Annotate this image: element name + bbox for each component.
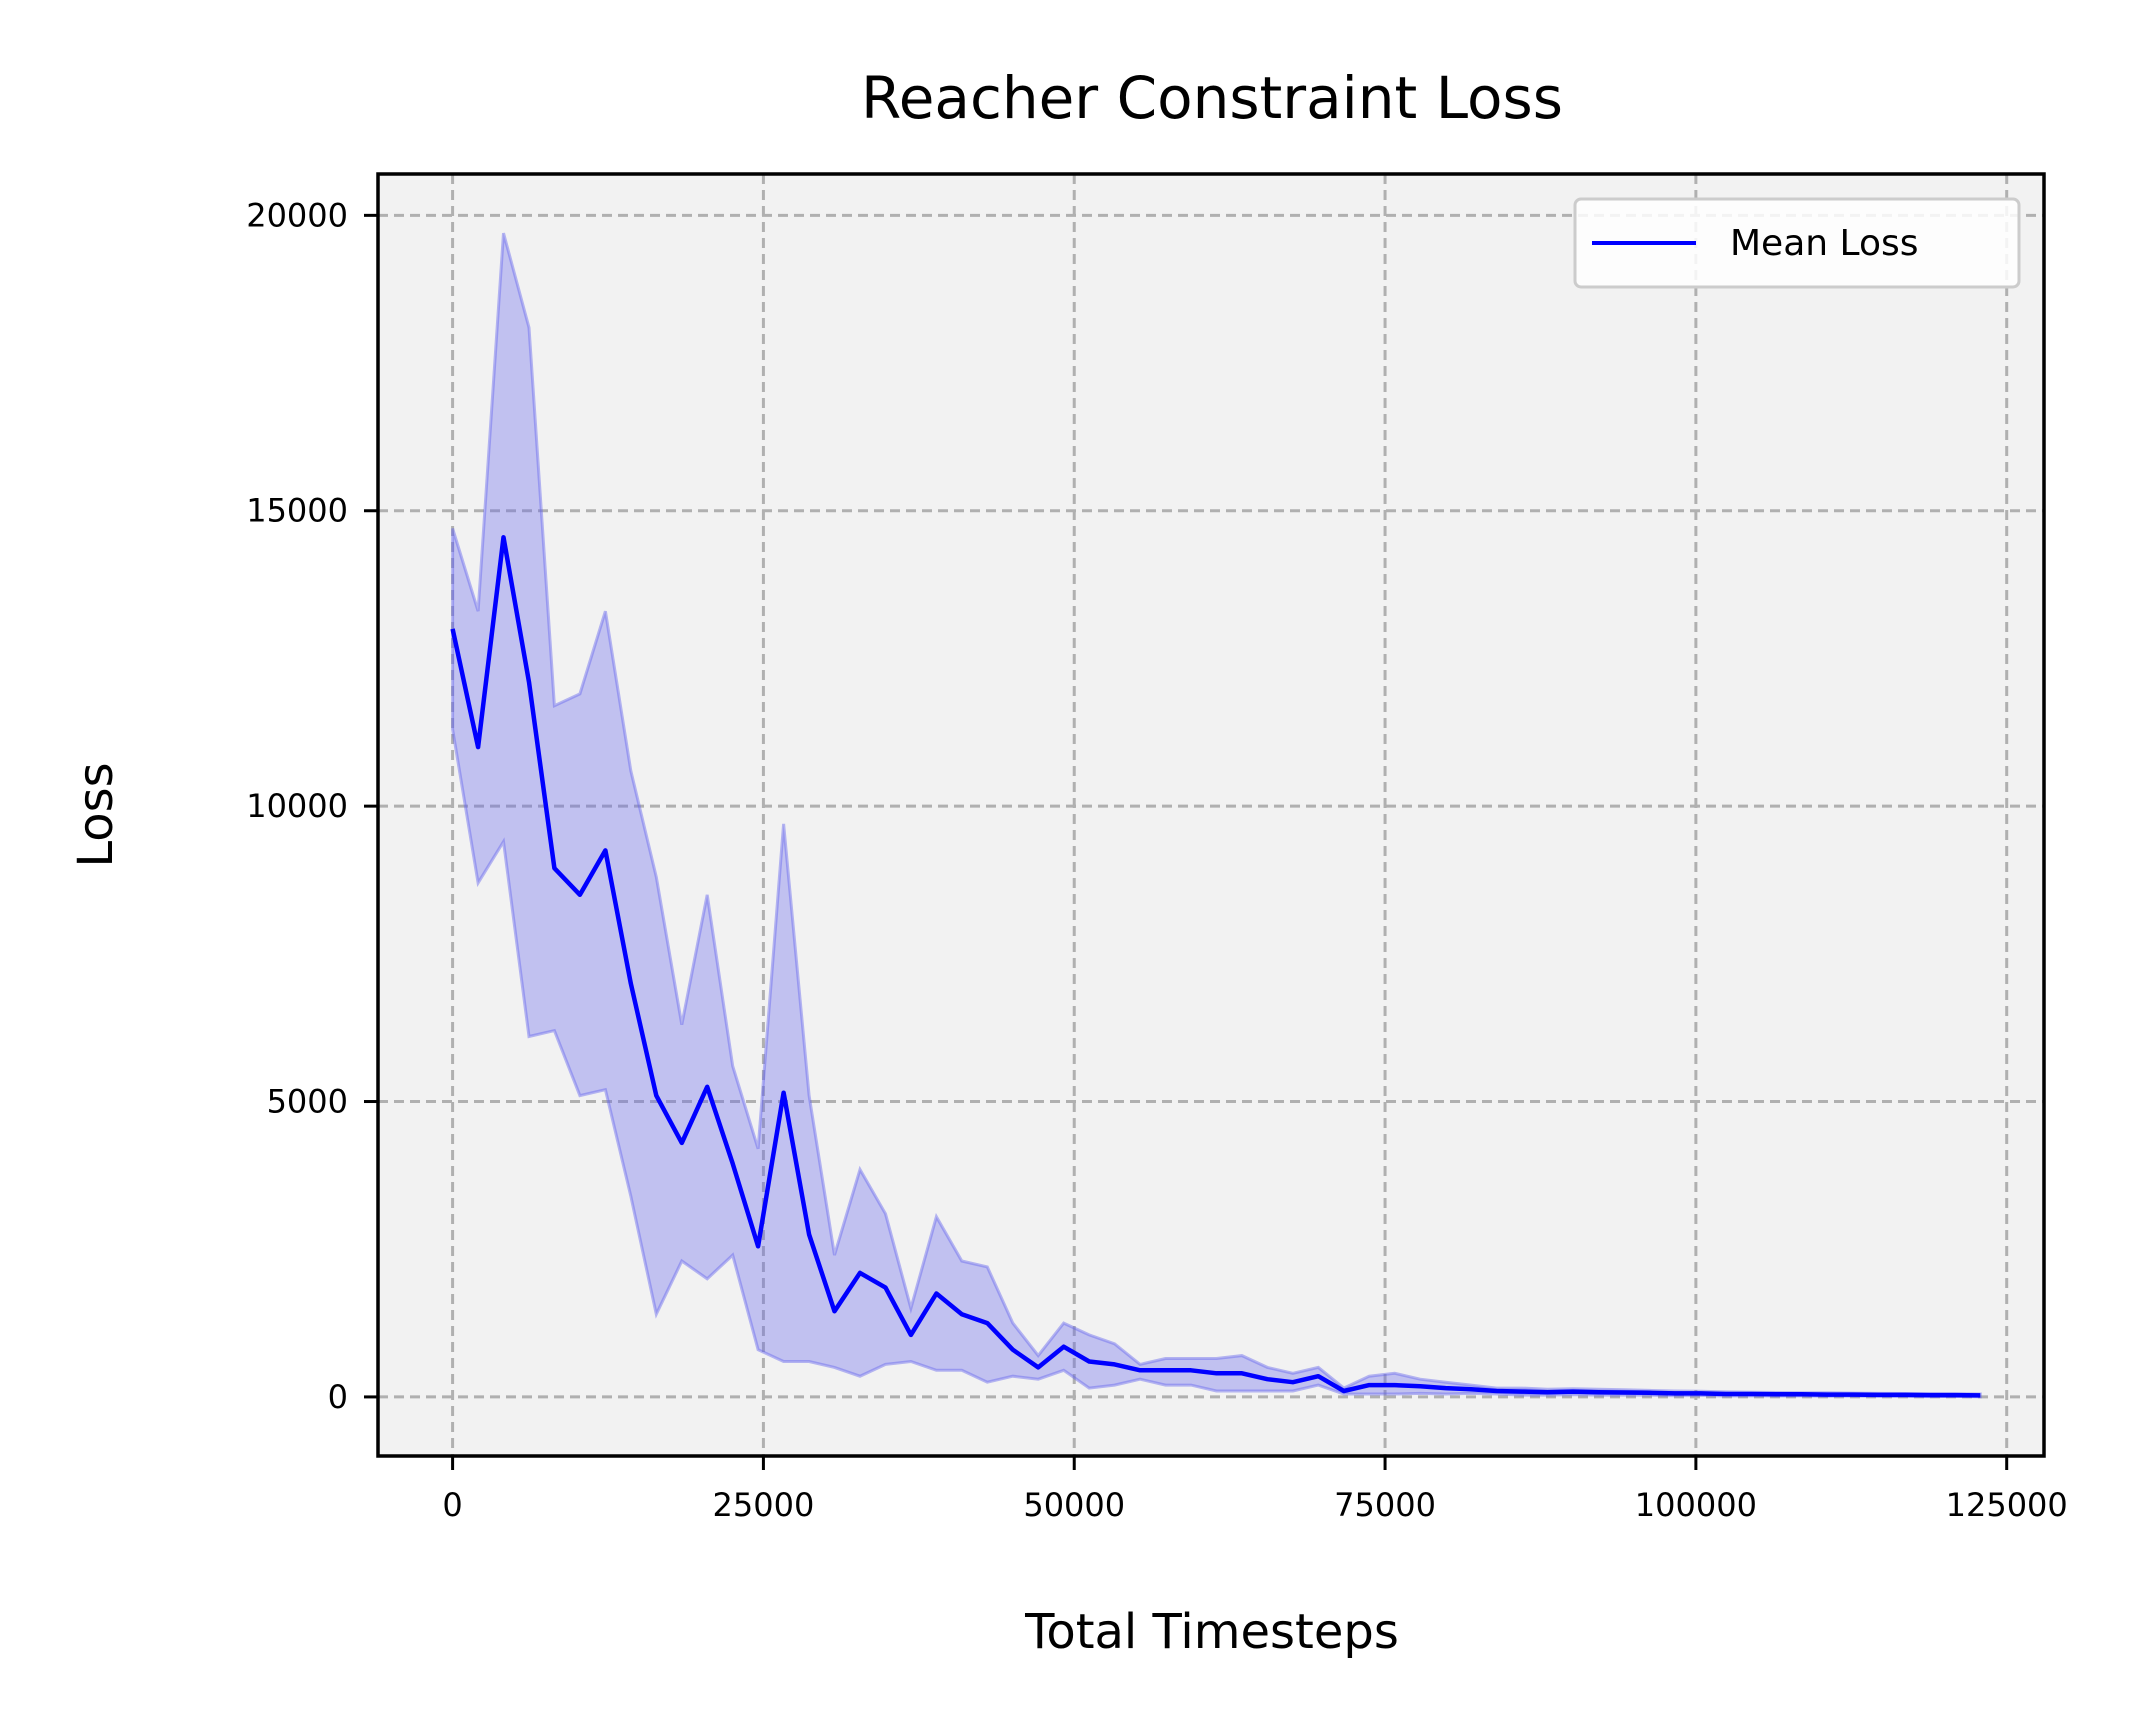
- x-tick-label: 100000: [1635, 1486, 1757, 1524]
- x-tick-label: 75000: [1334, 1486, 1436, 1524]
- legend-box: [1573, 197, 2021, 289]
- confidence-band: [451, 232, 1982, 1399]
- x-tick-label: 25000: [713, 1486, 815, 1524]
- y-tick-label: 10000: [246, 787, 348, 825]
- grid-lines: [378, 174, 2044, 1456]
- x-tick-label: 0: [442, 1486, 462, 1524]
- y-tick-label: 5000: [267, 1083, 348, 1121]
- x-axis-label: Total Timesteps: [1024, 1604, 1399, 1660]
- y-tick-label: 15000: [246, 492, 348, 530]
- series-line-mean-loss: [450, 535, 1981, 1398]
- x-tick-label: 50000: [1023, 1486, 1125, 1524]
- y-tick-label: 20000: [246, 196, 348, 234]
- plot-frame: [376, 172, 2046, 1458]
- axis-ticks: 0 25000 50000 75000 100000 125000 0 5000 10000 15…: [246, 196, 2068, 1524]
- series-line-layer: [450, 535, 1981, 1398]
- legend-label-mean-loss: Mean Loss: [1730, 223, 1919, 264]
- y-axis-label: Loss: [68, 762, 124, 867]
- plot-area: [378, 174, 2044, 1456]
- legend: Mean Loss: [1573, 197, 2021, 289]
- y-tick-label: 0: [328, 1378, 348, 1416]
- chart-title: Reacher Constraint Loss: [861, 64, 1563, 132]
- x-tick-label: 125000: [1946, 1486, 2068, 1524]
- confidence-band-layer: [451, 232, 1982, 1399]
